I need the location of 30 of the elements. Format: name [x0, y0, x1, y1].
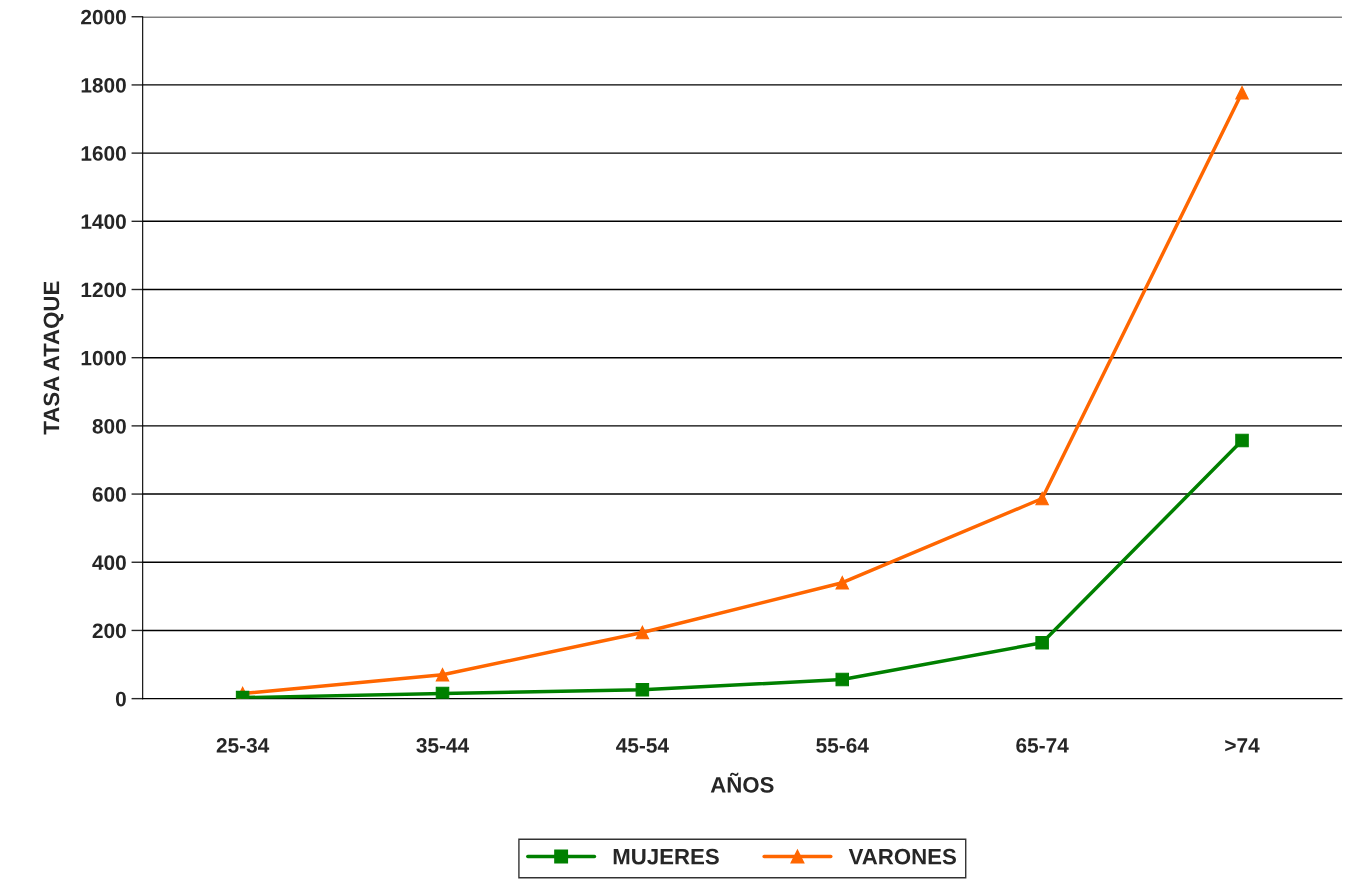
- y-tick-label: 200: [92, 623, 126, 639]
- point: [635, 683, 650, 697]
- point: [635, 625, 650, 640]
- x-tick-label: >74: [1225, 738, 1260, 753]
- x-axis-title: AÑOS: [710, 772, 774, 793]
- x-tick-label: 25-34: [216, 738, 270, 753]
- point: [435, 668, 450, 682]
- point: [1035, 635, 1049, 650]
- x-tick-label: 45-54: [616, 738, 669, 753]
- point: [835, 575, 850, 590]
- y-tick-label: 400: [92, 555, 126, 571]
- y-tick-label: 1200: [81, 282, 126, 298]
- x-tick-label: 65-74: [1016, 738, 1069, 753]
- y-axis-title: TASA ATAQUE: [43, 281, 64, 435]
- y-tick-label: 1800: [81, 77, 126, 93]
- x-tick-label: 35-44: [416, 738, 470, 753]
- y-tick-label: 1400: [81, 214, 126, 230]
- y-tick-label: 0: [115, 691, 126, 707]
- point: [835, 672, 850, 687]
- y-tick-label: 600: [92, 487, 126, 502]
- y-tick-label: 2000: [81, 9, 126, 25]
- y-tick-label: 1000: [81, 350, 126, 366]
- x-tick-label: 55-64: [816, 738, 869, 753]
- legend-label: MUJERES: [613, 848, 719, 865]
- legend-label: VARONES: [848, 848, 956, 865]
- point: [1035, 491, 1049, 506]
- point: [1235, 86, 1249, 100]
- y-tick-label: 1600: [81, 146, 126, 161]
- y-tick-label: 800: [92, 418, 126, 434]
- point: [1235, 433, 1249, 448]
